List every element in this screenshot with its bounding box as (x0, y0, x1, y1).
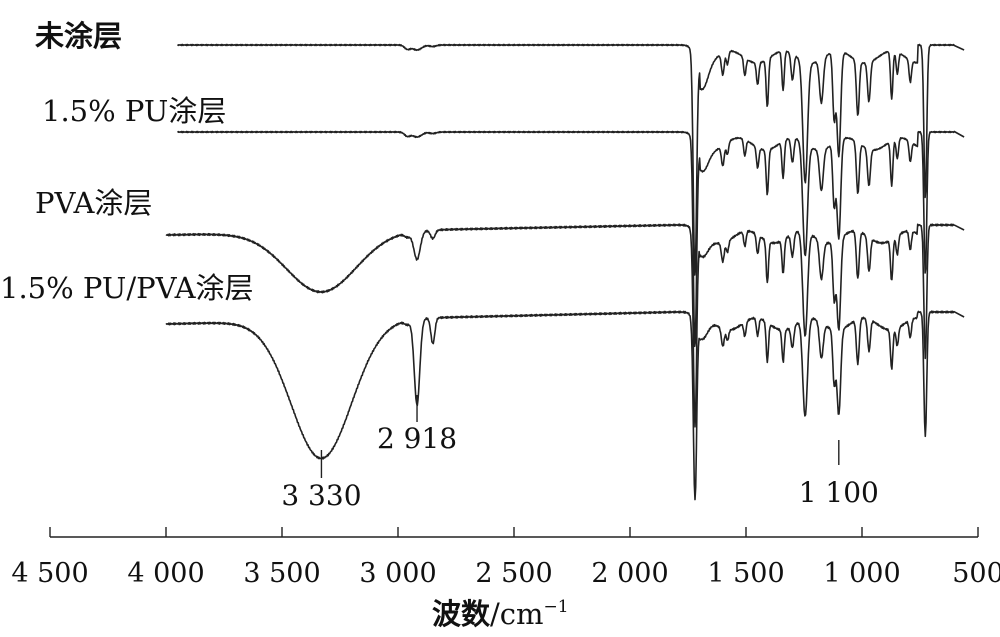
x-axis-ticks: 4 500 4 000 3 500 3 000 2 500 2 000 1 500 1 000… (11, 527, 1000, 589)
spectrum-line-2 (176, 130, 965, 348)
x-tick-label: 2 500 (475, 558, 552, 589)
x-tick-label: 1 500 (707, 558, 784, 589)
peak-label: 1 100 (799, 476, 879, 509)
peak-label: 2 918 (377, 422, 457, 455)
peak-label: 3 330 (281, 479, 361, 512)
series-label-pu: 1.5% PU涂层 (42, 94, 226, 128)
x-axis-title-unit: /cm (490, 597, 544, 631)
spectrum-line-3 (165, 223, 965, 428)
spectrum-line-4 (165, 310, 965, 501)
x-axis-title: 波数/cm−1 (432, 597, 569, 631)
series-label-pu-pva: 1.5% PU/PVA涂层 (0, 271, 254, 305)
x-axis-title-main: 波数 (432, 597, 491, 631)
series-label-uncoated: 未涂层 (35, 19, 122, 53)
x-tick-label: 4 500 (11, 558, 88, 589)
x-axis-title-exp: −1 (544, 597, 569, 617)
x-tick-label: 2 000 (591, 558, 668, 589)
spectra-curves (165, 43, 965, 501)
x-tick-label: 3 000 (359, 558, 436, 589)
peak-annotations: 3 330 2 918 1 100 (281, 395, 879, 512)
x-tick-label: 1 000 (823, 558, 900, 589)
spectrum-line-1 (176, 43, 965, 276)
series-label-pva: PVA涂层 (35, 186, 152, 220)
x-tick-label: 500 (952, 558, 1000, 589)
x-tick-label: 4 000 (127, 558, 204, 589)
x-tick-label: 3 500 (243, 558, 320, 589)
